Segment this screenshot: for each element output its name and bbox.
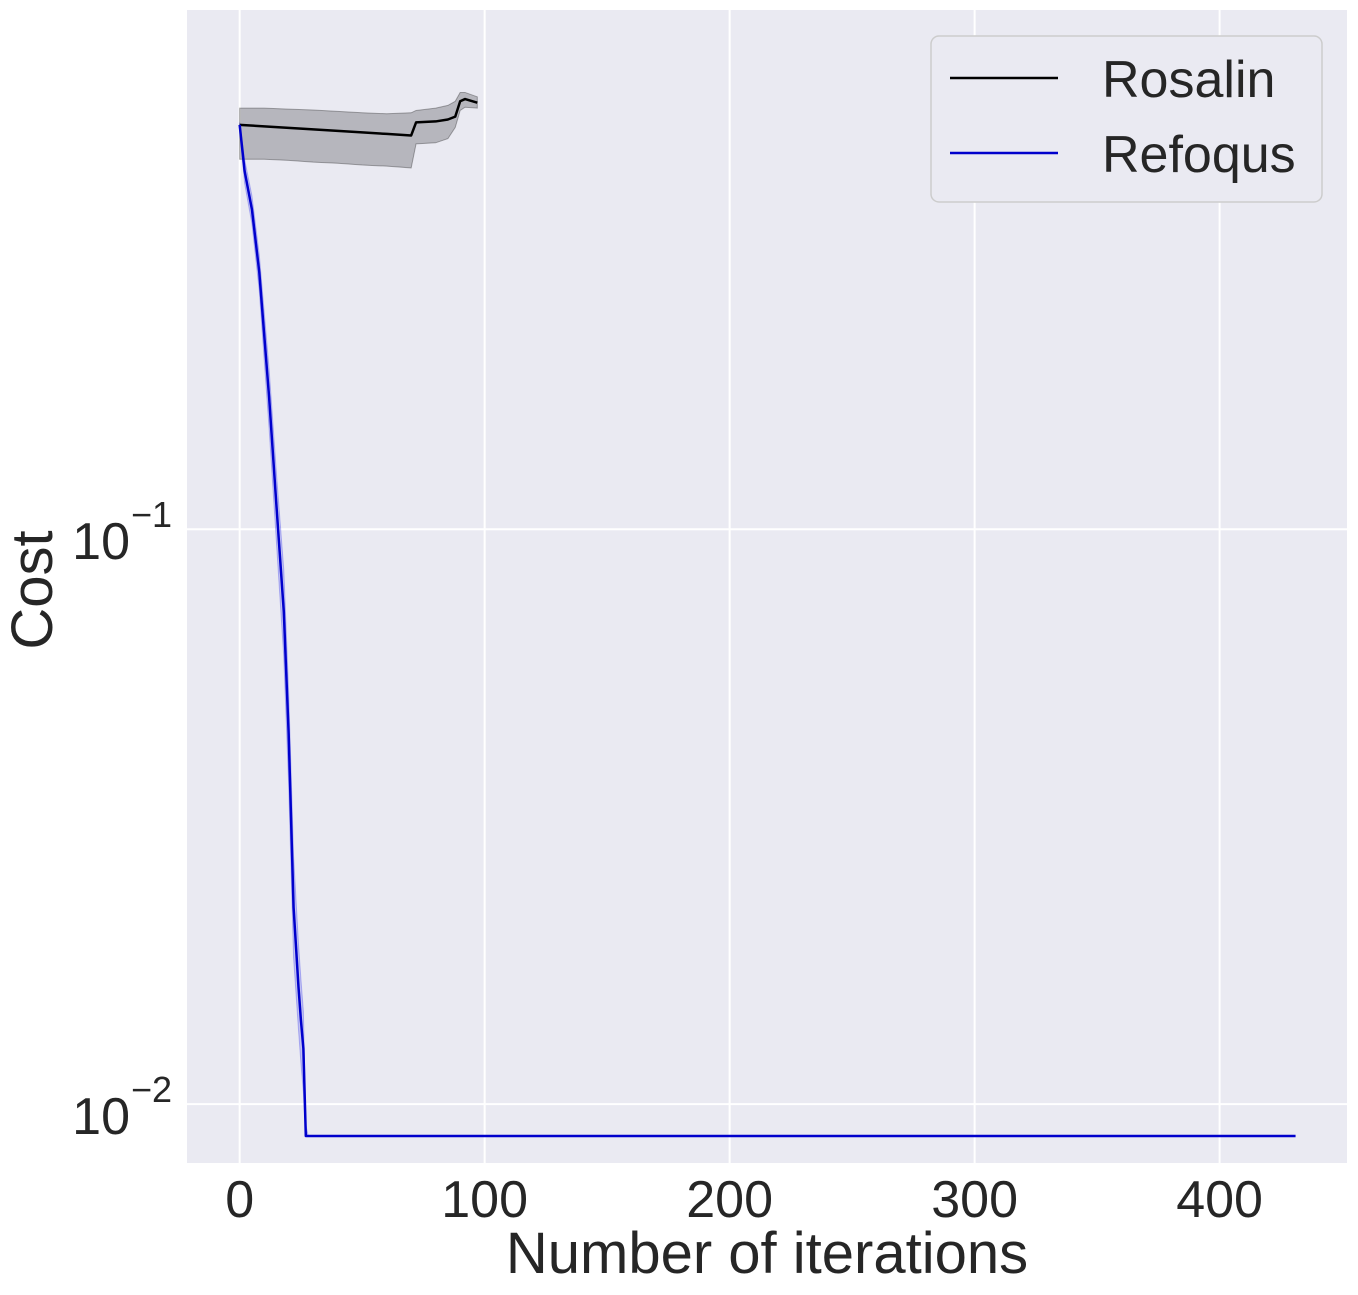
y-tick-label: 10 −1 — [72, 494, 172, 571]
y-tick-labels: 10−110−2 — [72, 494, 172, 1146]
x-tick-labels: 0 100 200 300 400 — [225, 1171, 1263, 1229]
y-tick-exponent: −1 — [131, 494, 172, 535]
line-rosalin — [239, 97, 478, 137]
y-tick-base: 10 — [72, 513, 130, 571]
legend: Rosalin Refoqus — [930, 35, 1323, 203]
x-tick-label-300: 300 — [931, 1171, 1018, 1229]
line-refoqus — [238, 124, 1296, 1138]
x-tick-label-400: 400 — [1176, 1171, 1263, 1229]
x-tick-label-200: 200 — [686, 1171, 773, 1229]
series-lines — [238, 97, 1296, 1138]
x-tick-label-100: 100 — [441, 1171, 528, 1229]
y-axis-label: Cost — [0, 530, 65, 649]
legend-label-rosalin: Rosalin — [1102, 51, 1275, 109]
legend-label-refoqus: Refoqus — [1102, 126, 1296, 184]
y-tick-exponent: −2 — [131, 1069, 172, 1110]
x-tick-label-0: 0 — [225, 1171, 254, 1229]
x-axis-label: Number of iterations — [506, 1221, 1028, 1286]
y-tick-base: 10 — [72, 1088, 130, 1146]
y-tick-label: 10 −2 — [72, 1069, 172, 1146]
band-rosalin — [239, 91, 478, 169]
